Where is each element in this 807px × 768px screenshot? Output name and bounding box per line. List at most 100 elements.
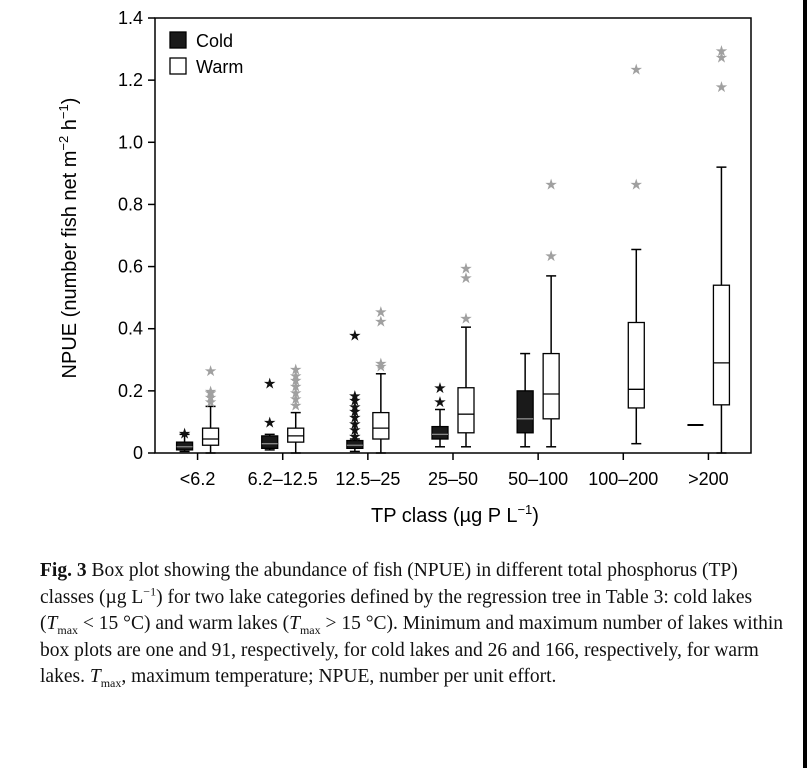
- warm-outlier-star: ★: [374, 355, 387, 372]
- warm-outlier-star: ★: [544, 177, 557, 194]
- cold-box-1: ★: [175, 425, 194, 453]
- warm-box-4: ★★★: [457, 261, 475, 448]
- box-series: ★★★★★★★★★★★★★★★★★★★★★★★★★★ ★★★★ ★★★★★ ★★★★★: [175, 43, 731, 454]
- legend: Cold Warm: [169, 31, 243, 77]
- y-tick-label: 0.2: [118, 381, 143, 401]
- caption-text-1: Box plot showing the abundance of fish (…: [40, 560, 738, 608]
- warm-box-rect: [372, 411, 390, 440]
- warm-outlier-star: ★: [289, 368, 302, 385]
- cold-outlier-star: ★: [348, 399, 361, 416]
- page-edge: [803, 0, 807, 768]
- x-tick-label: 6.2–12.5: [248, 469, 318, 489]
- cold-box-2: ★★: [261, 376, 279, 451]
- cold-outlier-star: ★: [263, 376, 276, 393]
- cold-outlier-star: ★: [348, 416, 361, 433]
- y-tick-label: 0.6: [118, 257, 143, 277]
- caption-tmax-1: T: [46, 613, 58, 634]
- warm-box-rect: [457, 387, 475, 434]
- warm-outlier-star: ★: [374, 313, 387, 330]
- x-tick-label: 25–50: [428, 469, 478, 489]
- cold-outlier-star: ★: [348, 393, 361, 410]
- figure-label: Fig. 3: [40, 560, 87, 581]
- warm-outlier-star: ★: [374, 358, 387, 375]
- cold-box-4: ★★: [431, 380, 449, 448]
- warm-box-7: ★★★: [712, 43, 731, 454]
- y-tick-label: 0.4: [118, 319, 143, 339]
- warm-box-rect: [542, 352, 560, 420]
- y-axis-title: NPUE (number fish net m−2 h−1): [56, 98, 81, 379]
- caption-tmax-1-sub: max: [57, 622, 79, 637]
- warm-box-3: ★★★★: [372, 304, 390, 454]
- warm-box-rect: [287, 427, 305, 443]
- plot-border: [154, 17, 752, 454]
- warm-box-1: ★★★★★: [201, 363, 220, 454]
- plot-frame: [154, 17, 752, 454]
- warm-box-6: ★★: [627, 62, 645, 445]
- caption-tmax-2: T: [289, 613, 300, 634]
- warm-outlier-star: ★: [204, 363, 217, 380]
- warm-outlier-star: ★: [374, 304, 387, 321]
- warm-outlier-star: ★: [630, 177, 643, 194]
- cold-outlier-star: ★: [178, 425, 191, 442]
- cold-box-rect: [516, 390, 534, 434]
- cold-outlier-star: ★: [348, 388, 361, 405]
- caption-tmax-3-sub: max: [100, 675, 122, 690]
- cold-outlier-star: ★: [433, 380, 446, 397]
- caption-text-2: ) for two lake categories defined by the…: [40, 586, 753, 635]
- x-tick-label: >200: [688, 469, 729, 489]
- warm-outlier-star: ★: [544, 248, 557, 265]
- figure-caption: Fig. 3 Box plot showing the abundance of…: [40, 558, 785, 691]
- cold-box-rect: [261, 435, 279, 449]
- legend-swatch-cold: [169, 31, 187, 49]
- cold-box-rect: [346, 439, 364, 449]
- warm-outlier-star: ★: [459, 261, 472, 278]
- x-axis: <6.2 6.2–12.5 12.5–25 25–50 50–100 100–200 >20…: [180, 453, 729, 489]
- cold-outlier-star: ★: [348, 327, 361, 344]
- caption-text-4: > 15 °C). Minimum and maximum number of …: [40, 613, 783, 687]
- warm-outlier-star: ★: [289, 372, 302, 389]
- y-tick-label: 1.4: [118, 8, 143, 28]
- caption-text-5: , maximum temperature; NPUE, number per …: [121, 666, 557, 687]
- y-tick-label: 1.0: [118, 132, 143, 152]
- cold-box-rect: [175, 441, 194, 451]
- cold-box-3: ★★★★★★★★★: [346, 327, 364, 453]
- y-axis-title-exp1: −2: [56, 136, 71, 151]
- warm-box-5: ★★: [542, 177, 560, 448]
- caption-sup-1: −1: [143, 584, 157, 598]
- cold-outlier-star: ★: [348, 410, 361, 427]
- caption-tmax-2-sub: max: [299, 622, 321, 637]
- y-axis-title-exp2: −1: [56, 104, 71, 119]
- warm-outlier-star: ★: [715, 43, 728, 60]
- warm-outlier-star: ★: [715, 49, 728, 66]
- warm-outlier-star: ★: [204, 383, 217, 400]
- warm-outlier-star: ★: [459, 270, 472, 287]
- warm-outlier-star: ★: [289, 379, 302, 396]
- warm-outlier-star: ★: [204, 390, 217, 407]
- x-axis-title: TP class (µg P L−1): [371, 502, 539, 527]
- warm-outlier-star: ★: [289, 391, 302, 408]
- caption-text-3: < 15 °C) and warm lakes (: [78, 613, 290, 634]
- legend-swatch-warm: [169, 57, 187, 75]
- cold-box-rect: [431, 425, 449, 440]
- warm-outlier-star: ★: [630, 62, 643, 79]
- warm-outlier-star: ★: [289, 397, 302, 414]
- cold-outlier-star: ★: [348, 404, 361, 421]
- x-axis-title-exp: −1: [517, 502, 532, 517]
- x-tick-label: <6.2: [180, 469, 216, 489]
- cold-outlier-star: ★: [263, 414, 276, 431]
- warm-box-rect: [627, 321, 645, 409]
- caption-tmax-3: T: [89, 666, 101, 687]
- warm-outlier-star: ★: [289, 362, 302, 379]
- warm-box-rect: [712, 284, 731, 406]
- y-tick-label: 1.2: [118, 70, 143, 90]
- x-tick-label: 100–200: [588, 469, 658, 489]
- cold-outlier-star: ★: [433, 394, 446, 411]
- legend-label-cold: Cold: [196, 31, 233, 51]
- warm-outlier-star: ★: [204, 394, 217, 411]
- box-plot-chart: 0 0.2 0.4 0.6 0.8 1.0 1.2 1.4 <6.2 6.2–12.5 12.5–…: [56, 8, 752, 527]
- y-tick-label: 0.8: [118, 194, 143, 214]
- cold-outlier-star: ★: [348, 422, 361, 439]
- warm-outlier-star: ★: [204, 385, 217, 402]
- warm-outlier-star: ★: [715, 79, 728, 96]
- warm-box-2: ★★★★★★★: [287, 362, 305, 454]
